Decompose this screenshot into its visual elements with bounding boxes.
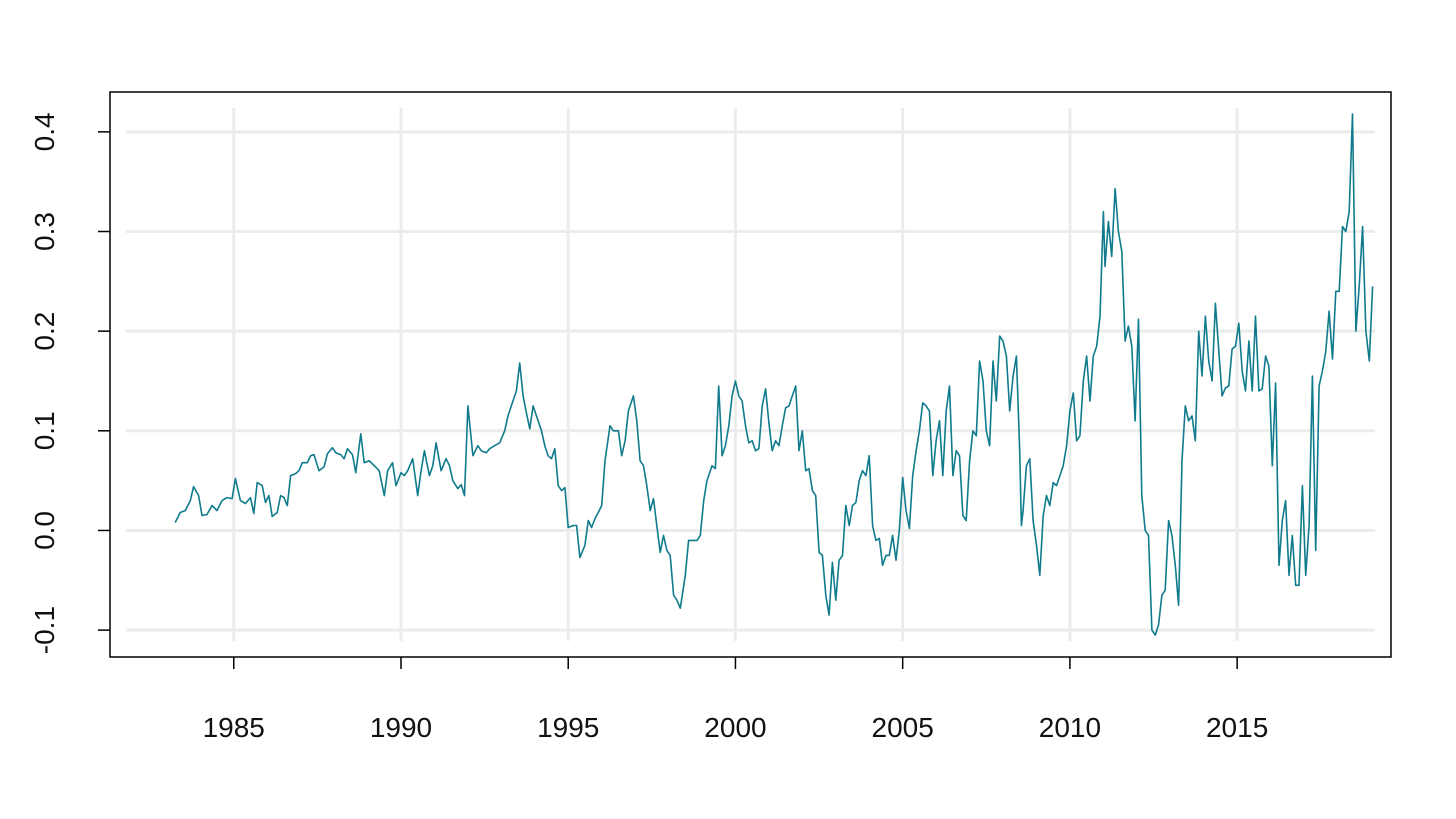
plot-frame bbox=[109, 91, 1392, 658]
y-tick-label: 0.4 bbox=[29, 112, 60, 151]
grid bbox=[126, 108, 1375, 641]
y-tick-label: 0.3 bbox=[29, 212, 60, 251]
x-tick-label: 2005 bbox=[872, 712, 934, 743]
x-tick-label: 1995 bbox=[537, 712, 599, 743]
x-tick-label: 2010 bbox=[1039, 712, 1101, 743]
y-tick-label: -0.1 bbox=[29, 606, 60, 654]
x-tick-label: 1990 bbox=[370, 712, 432, 743]
series-layer bbox=[174, 113, 1374, 636]
series-line-series bbox=[174, 113, 1374, 636]
x-tick-label: 2000 bbox=[704, 712, 766, 743]
x-tick-label: 1985 bbox=[203, 712, 265, 743]
x-axis: 1985 1990 1995 2000 2005 2010 2015 bbox=[203, 657, 1268, 743]
y-tick-label: 0.2 bbox=[29, 312, 60, 351]
x-tick-label: 2015 bbox=[1206, 712, 1268, 743]
y-axis: -0.1 0.0 0.1 0.2 0.3 0.4 bbox=[29, 112, 110, 654]
y-tick-label: 0.1 bbox=[29, 411, 60, 450]
y-tick-label: 0.0 bbox=[29, 511, 60, 550]
